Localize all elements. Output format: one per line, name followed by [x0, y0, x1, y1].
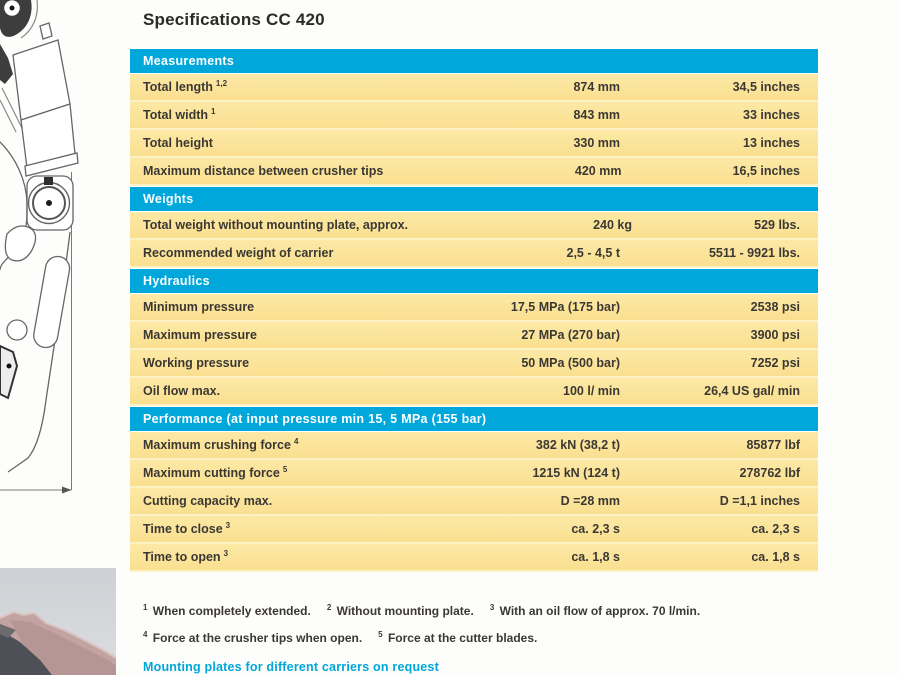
spec-row: Cutting capacity max. D =28 mm D =1,1 inch…: [130, 488, 818, 516]
footnote-item: 1 When completely extended.: [143, 603, 311, 618]
footnote-text: When completely extended.: [149, 604, 311, 618]
row-imperial-value: 13 inches: [743, 136, 800, 150]
section-header: Weights: [130, 186, 818, 212]
footnotes-line2: 4 Force at the crusher tips when open. 5 …: [143, 623, 818, 650]
row-label: Total width 1: [143, 107, 216, 123]
footnote-item: 4 Force at the crusher tips when open.: [143, 630, 363, 645]
row-imperial-value: 7252 psi: [750, 356, 800, 370]
row-label: Time to open 3: [143, 549, 229, 565]
row-label: Recommended weight of carrier: [143, 246, 334, 260]
row-imperial-value: 34,5 inches: [732, 80, 800, 94]
spec-row: Total height 330 mm 13 inches: [130, 130, 818, 158]
spec-row: Maximum distance between crusher tips 420…: [130, 158, 818, 186]
row-metric-value: ca. 2,3 s: [571, 522, 620, 536]
footnote-text: Force at the cutter blades.: [384, 631, 538, 645]
spec-row: Working pressure 50 MPa (500 bar) 7252 psi: [130, 350, 818, 378]
row-imperial-value: 2538 psi: [750, 300, 800, 314]
row-imperial-value: 5511 - 9921 lbs.: [708, 246, 800, 260]
row-label: Minimum pressure: [143, 300, 255, 314]
row-label: Total length 1,2: [143, 79, 228, 95]
footnote-text: Without mounting plate.: [333, 604, 474, 618]
footnotes: 1 When completely extended. 2 Without mou…: [143, 596, 818, 650]
footnotes-line1: 1 When completely extended. 2 Without mou…: [143, 596, 818, 623]
spec-row: Time to close 3 ca. 2,3 s ca. 2,3 s: [130, 516, 818, 544]
demolition-photo: [0, 568, 116, 675]
footnote-item: 3 With an oil flow of approx. 70 l/min.: [489, 603, 701, 618]
row-metric-value: 100 l/ min: [563, 384, 620, 398]
spec-sheet: Specifications CC 420 Measurements Total …: [130, 0, 818, 674]
row-metric-value: ca. 1,8 s: [571, 550, 620, 564]
row-label: Total weight without mounting plate, app…: [143, 218, 409, 232]
footnote-number: 3: [489, 603, 495, 612]
row-label: Time to close 3: [143, 521, 231, 537]
section-header: Performance (at input pressure min 15, 5…: [130, 406, 818, 432]
section-header: Hydraulics: [130, 268, 818, 294]
row-imperial-value: 26,4 US gal/ min: [704, 384, 800, 398]
row-metric-value: 240 kg: [593, 218, 633, 232]
row-metric-value: 382 kN (38,2 t): [535, 438, 620, 452]
row-imperial-value: 85877 lbf: [746, 438, 800, 452]
row-metric-value: 843 mm: [573, 108, 620, 122]
row-label: Working pressure: [143, 356, 250, 370]
row-metric-value: 27 MPa (270 bar): [521, 328, 620, 342]
row-imperial-value: 33 inches: [743, 108, 800, 122]
spec-row: Total length 1,2 874 mm 34,5 inches: [130, 74, 818, 102]
row-imperial-value: ca. 2,3 s: [751, 522, 800, 536]
spec-row: Maximum crushing force 4 382 kN (38,2 t) 85…: [130, 432, 818, 460]
footnote-number: 4: [143, 630, 148, 639]
footnote-ref: 3: [225, 521, 231, 531]
footnote-number: 2: [326, 603, 332, 612]
footnote-number: 5: [378, 630, 383, 639]
row-metric-value: 874 mm: [573, 80, 620, 94]
spec-row: Total width 1 843 mm 33 inches: [130, 102, 818, 130]
spec-row: Time to open 3 ca. 1,8 s ca. 1,8 s: [130, 544, 818, 572]
row-metric-value: 50 MPa (500 bar): [521, 356, 620, 370]
footnote-ref: 3: [223, 549, 229, 559]
row-label: Maximum crushing force 4: [143, 437, 299, 453]
row-imperial-value: 3900 psi: [750, 328, 800, 342]
footnote-ref: 4: [293, 437, 299, 447]
footnote-text: With an oil flow of approx. 70 l/min.: [496, 604, 701, 618]
row-metric-value: D =28 mm: [560, 494, 620, 508]
footnote-ref: 5: [282, 465, 288, 475]
row-imperial-value: 16,5 inches: [732, 164, 800, 178]
spec-row: Total weight without mounting plate, app…: [130, 212, 818, 240]
mounting-note: Mounting plates for different carriers o…: [143, 660, 439, 674]
footnote-ref: 1: [211, 107, 216, 117]
row-label: Maximum cutting force 5: [143, 465, 288, 481]
row-metric-value: 1215 kN (124 t): [532, 466, 620, 480]
row-metric-value: 420 mm: [574, 164, 622, 178]
footnote-number: 1: [143, 603, 148, 612]
row-metric-value: 330 mm: [573, 136, 620, 150]
row-label: Maximum distance between crusher tips: [143, 164, 384, 178]
row-metric-value: 2,5 - 4,5 t: [566, 246, 621, 260]
spec-row: Oil flow max. 100 l/ min 26,4 US gal/ min: [130, 378, 818, 406]
row-metric-value: 17,5 MPa (175 bar): [510, 300, 620, 314]
row-imperial-value: ca. 1,8 s: [751, 550, 800, 564]
footnote-item: 5 Force at the cutter blades.: [378, 630, 538, 645]
row-imperial-value: 529 lbs.: [754, 218, 800, 232]
row-label: Cutting capacity max.: [143, 494, 273, 508]
crusher-line-drawing: [0, 0, 79, 494]
spec-row: Maximum pressure 27 MPa (270 bar) 3900 psi: [130, 322, 818, 350]
spec-row: Recommended weight of carrier 2,5 - 4,5 t…: [130, 240, 818, 268]
spec-row: Maximum cutting force 5 1215 kN (124 t) 278…: [130, 460, 818, 488]
row-label: Oil flow max.: [143, 384, 221, 398]
footnote-ref: 1,2: [215, 79, 228, 89]
row-imperial-value: 278762 lbf: [739, 466, 800, 480]
row-label: Maximum pressure: [143, 328, 257, 342]
footnote-item: 2 Without mounting plate.: [326, 603, 474, 618]
spec-row: Minimum pressure 17,5 MPa (175 bar) 2538 p…: [130, 294, 818, 322]
page-title: Specifications CC 420: [143, 10, 325, 29]
section-header: Measurements: [130, 48, 818, 74]
spec-table: Measurements Total length 1,2 874 mm 34,5 in…: [130, 48, 818, 572]
row-imperial-value: D =1,1 inches: [719, 494, 800, 508]
footnote-text: Force at the crusher tips when open.: [149, 631, 363, 645]
row-label: Total height: [143, 136, 213, 150]
